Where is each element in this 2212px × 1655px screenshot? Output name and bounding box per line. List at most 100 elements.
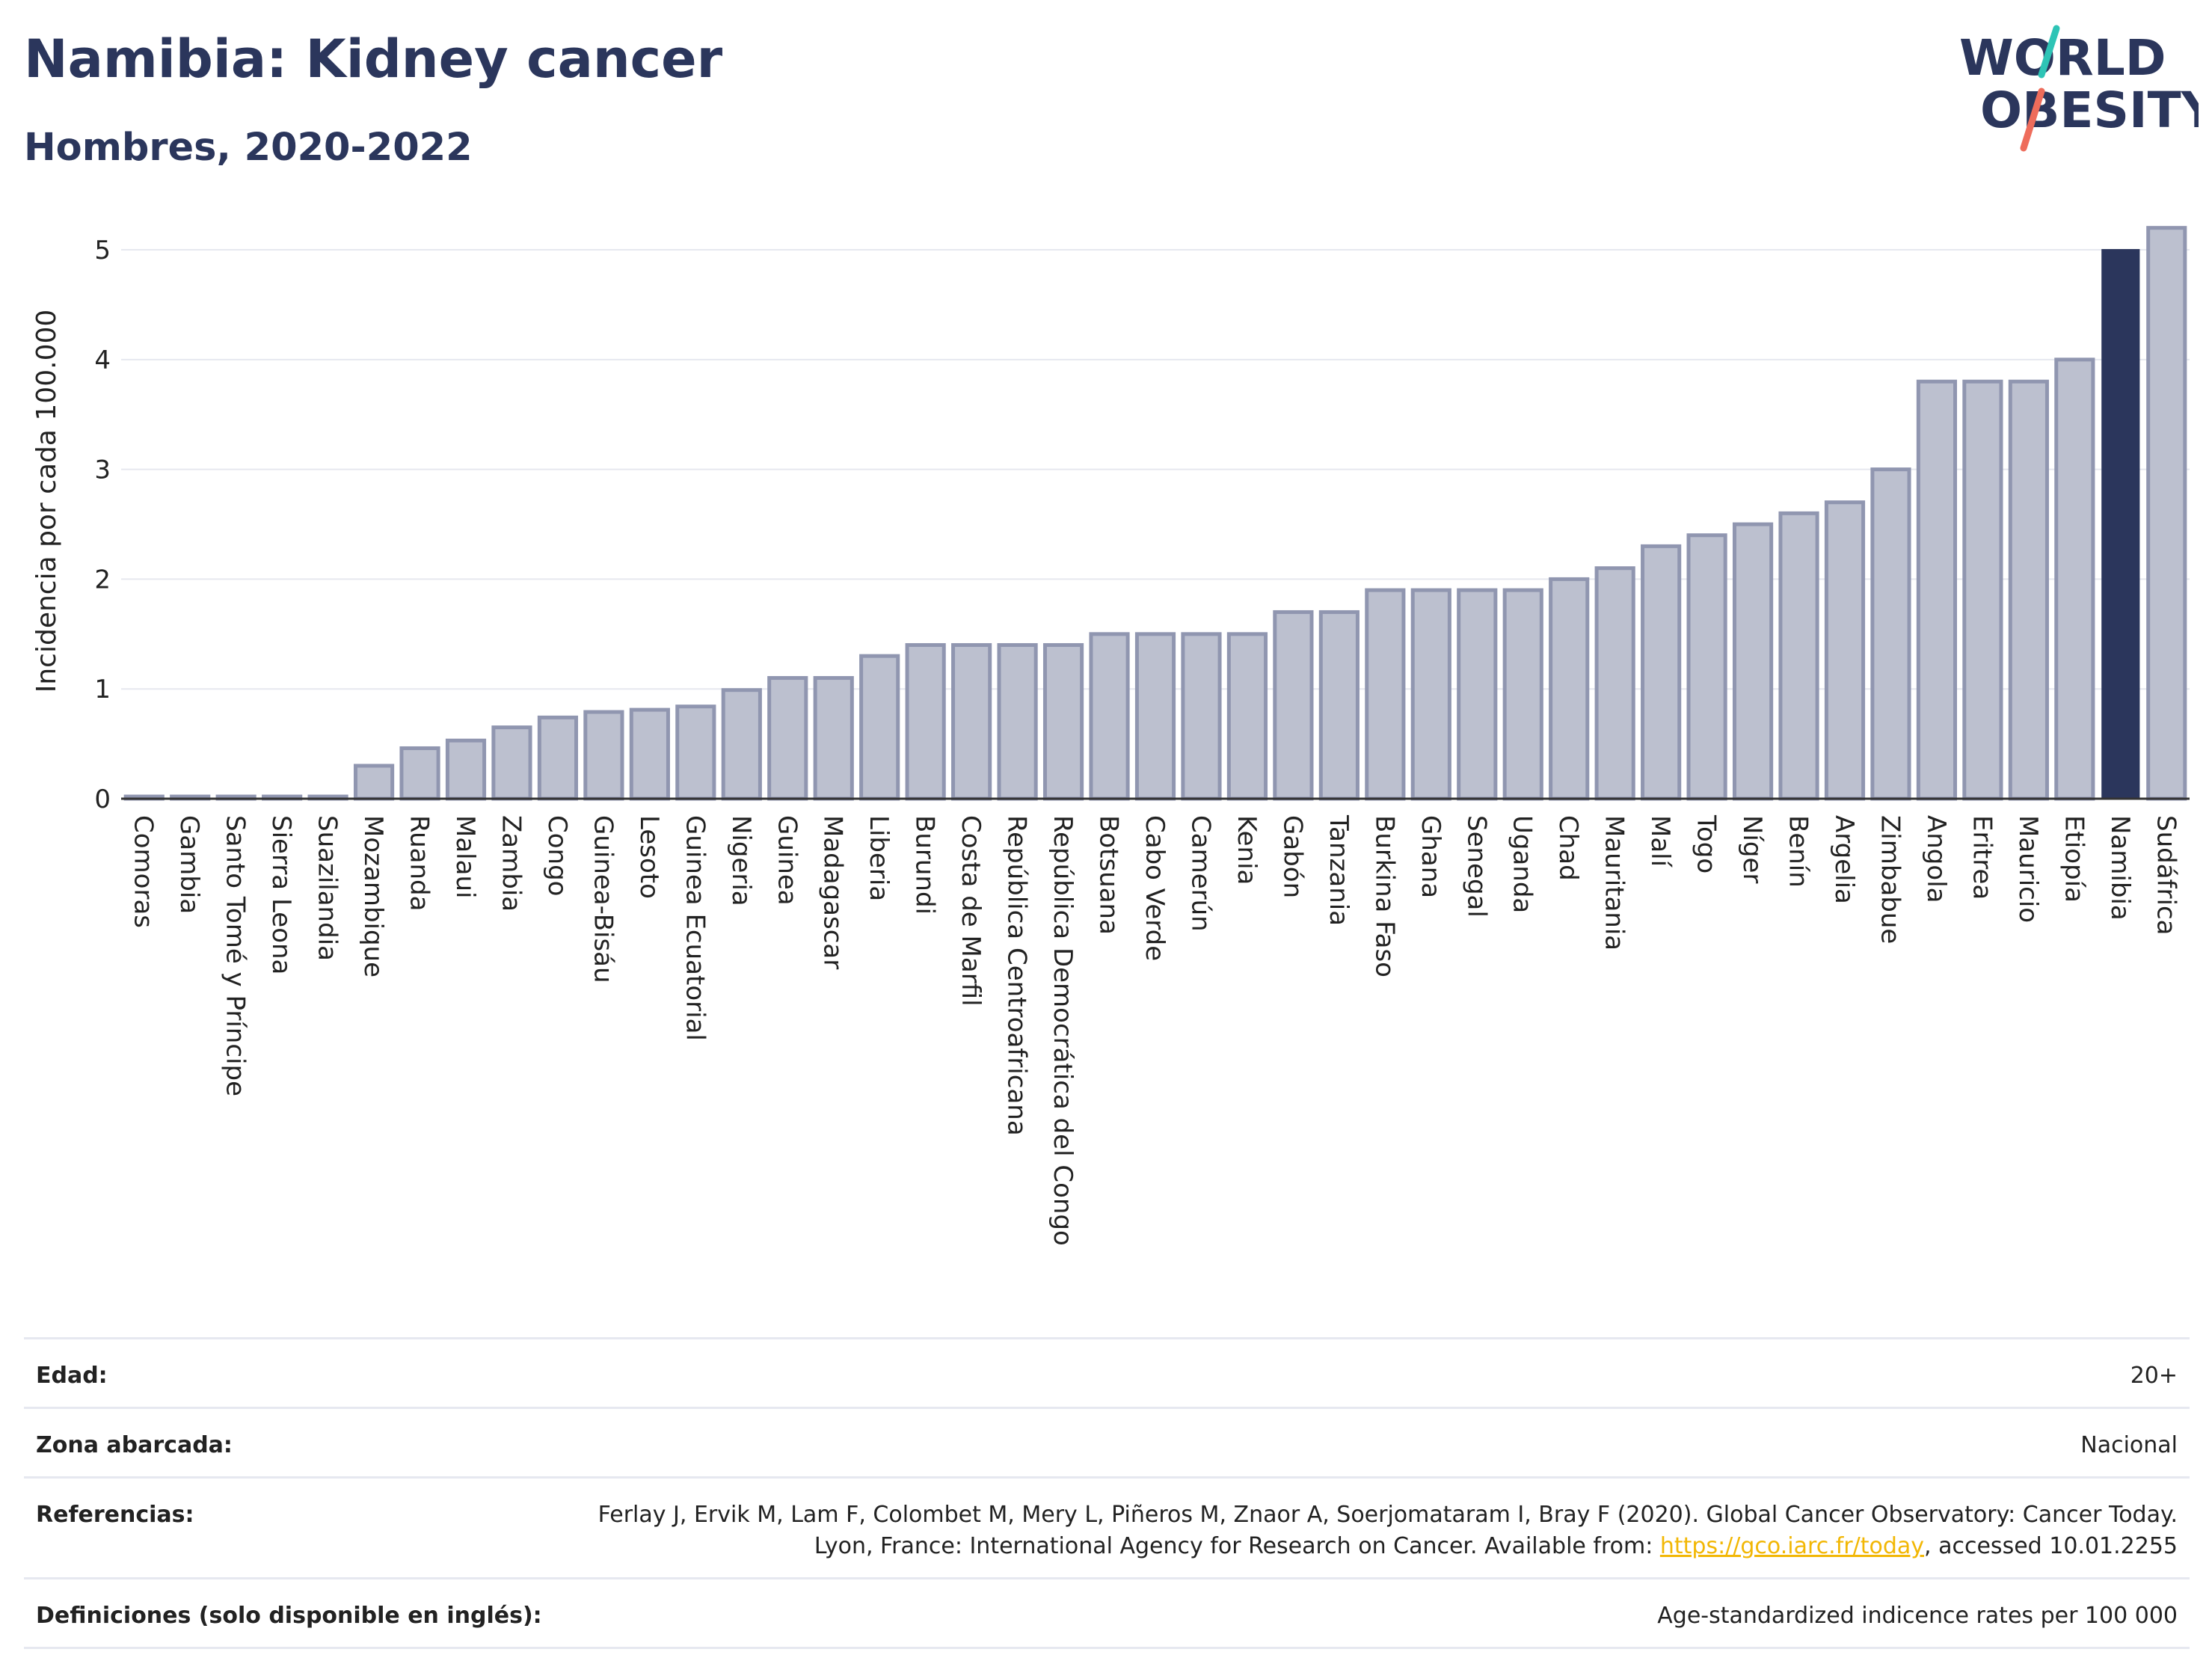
x-tick-label: Benín [1784,815,1813,888]
y-axis-label: Incidencia por cada 100.000 [31,310,62,693]
bar [1641,544,1682,801]
x-tick-label: Burkina Faso [1369,815,1399,977]
x-tick-label: Guinea-Bisáu [588,815,618,983]
x-tick-label: Mauritania [1600,815,1629,951]
bar [1549,577,1590,801]
x-tick-label: República Centroafricana [1002,815,1032,1136]
bar [1089,632,1130,801]
x-tick-label: República Democrática del Congo [1048,815,1078,1246]
x-tick-label: Etiopía [2059,815,2089,903]
bar [1042,642,1084,801]
bar [399,746,440,801]
bar-highlighted [2101,249,2140,800]
x-tick-label: Angola [1921,815,1951,903]
bar [1686,533,1727,801]
x-tick-label: Costa de Marfil [956,815,986,1007]
x-tick-label: Madagascar [818,815,848,969]
bar [2054,357,2095,801]
bar [1457,588,1498,801]
chart-subtitle: Hombres, 2020-2022 [24,126,473,170]
y-tick-labels: 0 1 2 3 4 5 [94,236,111,814]
info-label-references: Referencias: [36,1502,194,1528]
x-tick-label: Gabón [1277,815,1307,898]
x-tick-label: Mauricio [2013,815,2043,923]
logo-slash-top [2038,25,2060,79]
world-obesity-logo: WORLD OBESITY [1959,25,2199,152]
x-tick-label: Cabo Verde [1140,815,1170,961]
x-tick-label: Suazilandia [313,815,342,961]
x-tick-label: Níger [1737,815,1767,883]
info-row-age: Edad: 20+ [24,1337,2190,1407]
x-tick-label: Kenia [1232,815,1262,885]
bar [2008,379,2049,801]
info-label-area: Zona abarcada: [36,1432,233,1458]
bar [1778,511,1819,801]
bar [767,676,808,801]
reference-accessed: , accessed 10.01.2255 [1924,1533,2178,1559]
x-tick-label: Santo Tomé y Príncipe [221,815,251,1096]
x-tick-label: Gambia [174,815,204,914]
bar [1181,632,1222,801]
bar [445,738,487,801]
x-tick-label: Malí [1645,815,1675,868]
bar [1134,632,1176,801]
x-tick-label: Lesoto [634,815,664,899]
bar [491,725,532,801]
x-tick-label: Argelia [1829,815,1859,904]
chart-title: Namibia: Kidney cancer [24,28,723,90]
bar [1594,566,1635,801]
x-tick-label: Sierra Leona [266,815,296,974]
y-tick-label: 2 [94,565,111,595]
x-tick-label: Mozambique [358,815,388,977]
logo-word-world: WORLD [1959,29,2166,87]
bar [1916,379,1958,801]
x-tick-labels: Comoras Gambia Santo Tomé y Príncipe Sierra… [129,814,2181,1246]
x-tick-label: Guinea [772,815,802,906]
bar [353,764,395,801]
info-value-definitions: Age-standardized indicence rates per 100… [1657,1603,2178,1629]
bar [1502,588,1543,801]
y-tick-label: 4 [94,346,111,375]
info-label-definitions: Definiciones (solo disponible en inglés)… [36,1603,542,1629]
bar [905,642,946,801]
reference-link[interactable]: https://gco.iarc.fr/today [1659,1533,1925,1559]
bar [997,642,1038,801]
bar [721,688,762,801]
x-tick-label: Sudáfrica [2151,815,2181,935]
x-tick-label: Eritrea [1967,815,1997,900]
x-tick-label: Camerún [1185,815,1215,932]
bar [2146,226,2187,801]
x-tick-label: Zambia [496,815,526,912]
x-tick-label: Ghana [1416,815,1446,898]
x-tick-label: Senegal [1461,815,1491,918]
x-tick-label: Uganda [1508,815,1537,913]
bar [675,704,716,801]
x-tick-label: Namibia [2105,815,2135,921]
bar [1273,610,1314,801]
bar [1410,588,1451,801]
x-tick-label: Malaui [450,815,480,898]
bar [1732,522,1774,801]
bar [1365,588,1406,801]
y-tick-label: 3 [94,455,111,485]
x-tick-label: Burundi [910,815,940,915]
bar [537,715,579,801]
info-row-area: Zona abarcada: Nacional [24,1407,2190,1476]
bar [859,654,900,801]
bar [951,642,992,801]
y-tick-label: 1 [94,675,111,704]
x-tick-label: Guinea Ecuatorial [680,815,710,1041]
bars [123,226,2187,801]
info-table: Edad: 20+ Zona abarcada: Nacional Refere… [24,1337,2190,1649]
x-tick-label: Togo [1692,814,1721,873]
bar [1318,610,1360,801]
x-tick-label: Chad [1553,815,1583,881]
x-tick-label: Tanzania [1324,814,1354,926]
info-row-definitions: Definiciones (solo disponible en inglés)… [24,1577,2190,1649]
x-tick-label: Ruanda [405,815,434,911]
bar [1226,632,1268,801]
x-tick-label: Nigeria [726,815,756,906]
bar [1824,500,1866,801]
y-tick-label: 5 [94,236,111,265]
logo-word-obesity: OBESITY [1980,82,2199,139]
